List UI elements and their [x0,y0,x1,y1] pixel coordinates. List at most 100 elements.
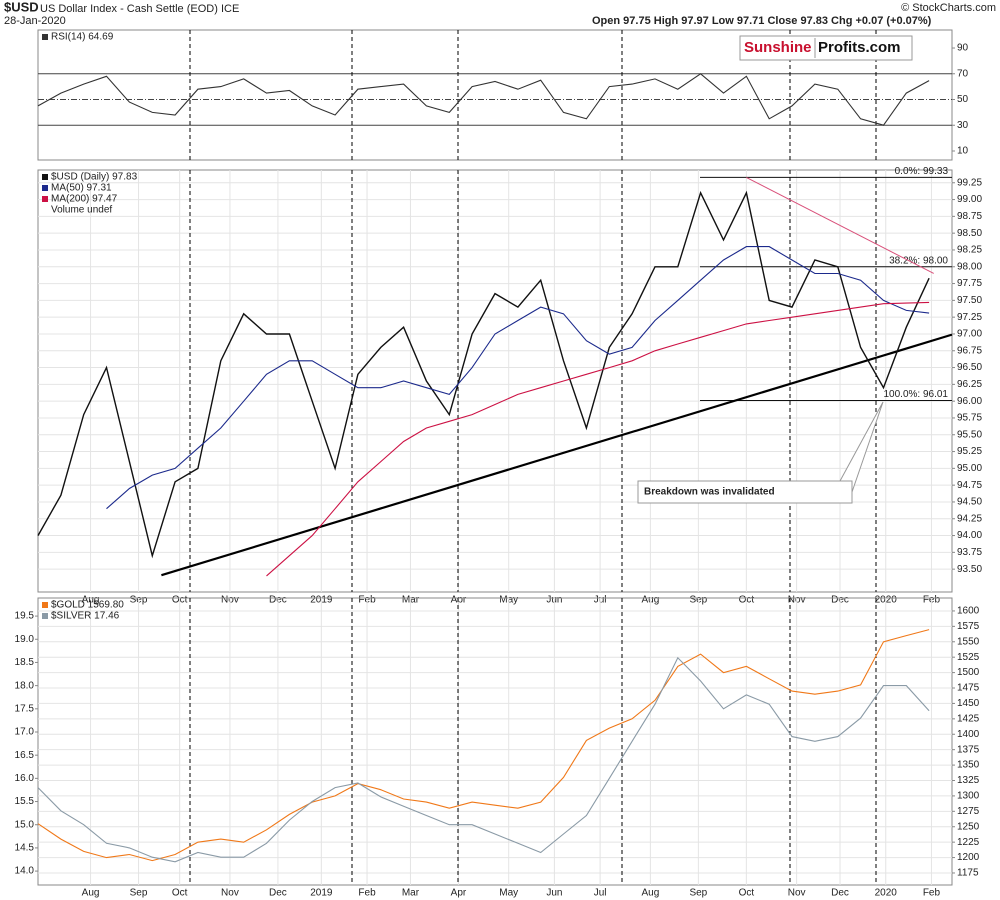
plot-layer: 10 30 50 70 90 RSI(14) 64.69 93.50 93.75 94.00 94… [15,29,982,899]
y-tick-label: 96.50 [957,362,982,373]
x-tick-label: Jun [546,888,562,899]
y2-tick-label: 18.5 [15,657,35,668]
y2-tick-label: 19.0 [15,634,35,645]
x-tick-label: Mar [402,888,420,899]
y-tick-label: 98.00 [957,261,982,272]
y-tick-label: 1400 [957,729,980,740]
trend-line [746,176,934,274]
y-tick-label: 1600 [957,606,980,617]
y2-tick-label: 14.0 [15,866,35,877]
legend-label: $USD (Daily) 97.83 [51,172,138,183]
x-tick-label: Aug [82,888,100,899]
x-tick-label: 2020 [875,888,898,899]
logo-part: Sunshine [744,39,812,56]
y-tick-label: 96.75 [957,345,982,356]
y2-tick-label: 18.0 [15,680,35,691]
y-tick-label: 1375 [957,744,980,755]
trend-line [161,333,953,577]
series-line [37,629,930,862]
y-tick-label: 1300 [957,791,980,802]
x-tick-label: Oct [172,888,188,899]
y-tick-label: 1175 [957,868,979,879]
series-line [37,73,930,126]
x-tick-label: 2019 [310,888,333,899]
y-tick-label: 97.75 [957,278,982,289]
legend-label: RSI(14) 64.69 [51,32,114,43]
x-tick-label: Oct [739,888,755,899]
panel-frame [37,169,953,593]
y-tick-label: 96.25 [957,379,982,390]
x-tick-label: Dec [269,888,287,899]
y-tick-label: 98.50 [957,228,982,239]
y-tick-label: 97.25 [957,312,982,323]
legend-swatch [42,174,48,180]
panel-frame [37,597,953,886]
x-tick-label: Nov [788,888,806,899]
series-line [266,301,930,577]
panel-frame [37,29,953,161]
y-tick-label: 94.75 [957,480,982,491]
x-tick-label: Sep [689,888,707,899]
y-tick-label: 1225 [957,837,980,848]
y-tick-label: 1250 [957,821,980,832]
y-tick-label: 1475 [957,683,980,694]
fib-label: 38.2%: 98.00 [889,255,948,266]
x-tick-label: Feb [923,888,941,899]
y2-tick-label: 15.5 [15,796,35,807]
x-tick-label: Sep [130,888,148,899]
y-tick-label: 98.25 [957,245,982,256]
date: 28-Jan-2020 [4,15,66,27]
y-tick-label: 99.00 [957,194,982,205]
y-tick-label: 94.00 [957,530,982,541]
y-tick-label: 95.75 [957,413,982,424]
y-tick-label: 1500 [957,667,980,678]
y-tick-label: 1275 [957,806,980,817]
legend-label: MA(50) 97.31 [51,183,112,194]
series-line [106,246,930,510]
y-tick-label: 90 [957,43,969,54]
y-tick-label: 30 [957,120,969,131]
y2-tick-label: 19.5 [15,611,35,622]
y-tick-label: 50 [957,94,969,105]
y2-tick-label: 14.5 [15,843,35,854]
y-tick-label: 94.50 [957,497,982,508]
logo-box [739,35,913,61]
instrument-name: US Dollar Index - Cash Settle (EOD) ICE [40,3,239,15]
callout-text: Breakdown was invalidated [644,487,775,498]
y2-tick-label: 16.0 [15,773,35,784]
series-line [37,190,930,559]
y-tick-label: 1525 [957,652,980,663]
y-tick-label: 1350 [957,760,980,771]
legend-swatch [42,196,48,202]
quote: Open 97.75 High 97.97 Low 97.71 Close 97… [592,15,932,27]
x-tick-label: Nov [221,888,239,899]
legend-swatch [42,34,48,40]
y-tick-label: 95.50 [957,429,982,440]
fib-label: 0.0%: 99.33 [895,166,949,177]
callout-pointer [839,401,884,493]
fib-label: 100.0%: 96.01 [884,389,949,400]
y2-tick-label: 17.5 [15,703,35,714]
logo-part: Profits.com [818,39,901,56]
y2-tick-label: 15.0 [15,819,35,830]
y2-tick-label: 17.0 [15,727,35,738]
y-tick-label: 10 [957,146,969,157]
y-tick-label: 70 [957,68,969,79]
y-tick-label: 96.00 [957,396,982,407]
y-tick-label: 93.50 [957,564,982,575]
y-tick-label: 97.50 [957,295,982,306]
y-tick-label: 1425 [957,713,980,724]
y-tick-label: 93.75 [957,547,982,558]
credit: © StockCharts.com [901,2,996,14]
y-tick-label: 1450 [957,698,980,709]
y2-tick-label: 16.5 [15,750,35,761]
legend-label: MA(200) 97.47 [51,194,118,205]
y-tick-label: 98.75 [957,211,982,222]
callout-box [637,480,853,504]
y-tick-label: 94.25 [957,513,982,524]
legend-label: $SILVER 17.46 [51,611,120,622]
series-line [37,656,930,863]
y-tick-label: 99.25 [957,177,982,188]
y-tick-label: 1575 [957,621,980,632]
